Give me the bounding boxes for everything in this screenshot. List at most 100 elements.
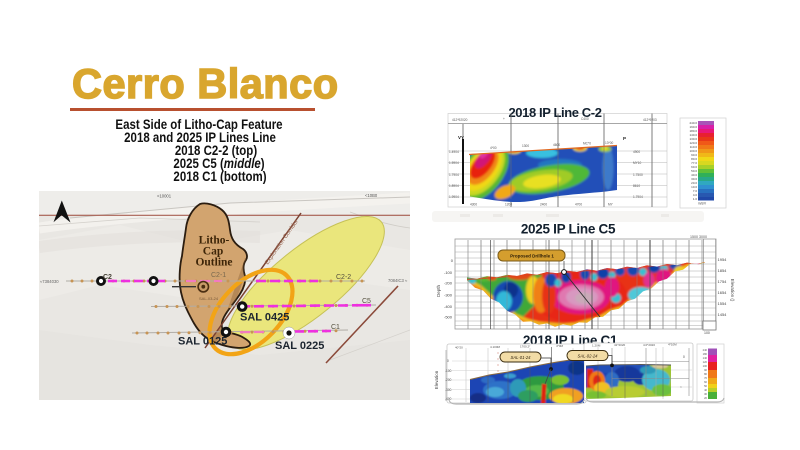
svg-text:100.0: 100.0	[689, 149, 697, 153]
svg-text:412*92020: 412*92020	[452, 118, 468, 122]
svg-text:77.0: 77.0	[691, 161, 697, 165]
svg-text:30.0: 30.0	[691, 177, 697, 181]
svg-text:-100: -100	[445, 369, 452, 373]
svg-text:C2: C2	[103, 274, 112, 281]
svg-text:80: 80	[704, 372, 707, 376]
svg-text:180: 180	[703, 352, 708, 356]
svg-text:Elevation: Elevation	[434, 370, 439, 389]
svg-text:MC*0: MC*0	[583, 142, 591, 146]
svg-text:P: P	[623, 136, 626, 141]
svg-text:412*9203: 412*9203	[643, 118, 657, 122]
svg-text:240: 240	[703, 348, 708, 352]
svg-text:40: 40	[704, 388, 707, 392]
svg-text:120.0: 120.0	[689, 141, 697, 145]
svg-text:240.0: 240.0	[689, 121, 697, 125]
svg-text:120: 120	[703, 360, 708, 364]
svg-text:C1: C1	[331, 324, 340, 331]
svg-text:C2-2: C2-2	[336, 274, 351, 281]
svg-text:1.0: 1.0	[693, 197, 698, 201]
svg-text:C5: C5	[362, 298, 371, 305]
svg-text:80.0: 80.0	[691, 157, 697, 161]
svg-text:110.0: 110.0	[690, 145, 698, 149]
svg-text:4900: 4900	[633, 150, 640, 154]
svg-text:2018 IP Line C-2: 2018 IP Line C-2	[508, 105, 601, 120]
svg-text:Litho-: Litho-	[199, 235, 230, 247]
svg-text:4*00: 4*00	[490, 146, 497, 150]
svg-text:Outline: Outline	[195, 257, 232, 269]
svg-text:1700.2*: 1700.2*	[520, 345, 531, 349]
svg-text:10.0: 10.0	[691, 185, 697, 189]
svg-text:60: 60	[704, 380, 707, 384]
svg-text:2025 IP Line C5: 2025 IP Line C5	[521, 222, 616, 237]
svg-text:-300: -300	[444, 293, 453, 298]
svg-text:140: 140	[703, 356, 708, 360]
svg-text:4.100M: 4.100M	[490, 345, 501, 349]
svg-text:1.4904: 1.4904	[449, 150, 459, 154]
svg-text:≈: ≈	[680, 385, 682, 389]
svg-text:-400: -400	[445, 397, 452, 401]
svg-text:20.0: 20.0	[691, 181, 697, 185]
svg-text:1454: 1454	[718, 312, 728, 317]
svg-text:+: +	[503, 117, 505, 121]
svg-text:m/s/V: m/s/V	[698, 202, 707, 206]
svg-text:7084IC3 ≈: 7084IC3 ≈	[388, 278, 408, 283]
svg-text:70: 70	[704, 376, 707, 380]
svg-text:MY10: MY10	[633, 161, 642, 165]
svg-text:190.0: 190.0	[689, 125, 697, 129]
svg-text:<10001: <10001	[157, 194, 172, 199]
svg-text:1300: 1300	[522, 144, 529, 148]
svg-text:-300: -300	[445, 388, 452, 392]
svg-text:4700: 4700	[575, 203, 582, 207]
svg-text:90.0: 90.0	[691, 153, 697, 157]
svg-text:-100: -100	[444, 270, 453, 275]
svg-text:100: 100	[703, 364, 708, 368]
svg-text:SAL 0125: SAL 0125	[178, 336, 227, 348]
svg-text:SAL 0425: SAL 0425	[240, 312, 289, 324]
svg-text:4.0: 4.0	[693, 193, 698, 197]
svg-text:1.5904: 1.5904	[449, 161, 459, 165]
svg-text:1.7500: 1.7500	[633, 173, 643, 177]
svg-text:SAL 0225: SAL 0225	[275, 340, 324, 352]
svg-text:VY: VY	[458, 135, 464, 140]
svg-text:100: 100	[704, 331, 710, 335]
svg-text:2400: 2400	[540, 203, 547, 207]
svg-text:50.0: 50.0	[691, 169, 697, 173]
svg-text:1.9904: 1.9904	[449, 195, 459, 199]
svg-text:1200: 1200	[505, 203, 512, 207]
svg-text:C2-1: C2-1	[211, 272, 226, 279]
svg-text:8610: 8610	[633, 184, 640, 188]
svg-text:1754: 1754	[718, 279, 728, 284]
svg-text:Cap: Cap	[203, 246, 223, 258]
svg-text:1.7904: 1.7904	[633, 195, 643, 199]
svg-text:4*0M: 4*0M	[556, 344, 564, 348]
svg-text:7.0: 7.0	[693, 189, 698, 193]
svg-text:41*2020: 41*2020	[614, 343, 626, 347]
svg-text:-500: -500	[444, 315, 453, 320]
svg-text:1654: 1654	[718, 290, 728, 295]
svg-text:4300: 4300	[470, 203, 477, 207]
svg-text:1500 3000: 1500 3000	[690, 235, 707, 239]
svg-text:-400: -400	[444, 304, 453, 309]
svg-text:MY: MY	[608, 203, 614, 207]
svg-text:4*10M: 4*10M	[668, 343, 677, 347]
svg-text:13*00: 13*00	[605, 141, 614, 145]
svg-text:Depth: Depth	[436, 285, 441, 298]
svg-text:4600: 4600	[553, 143, 560, 147]
svg-text:Elevation (): Elevation ()	[730, 279, 735, 302]
svg-text:SAL-02-24: SAL-02-24	[577, 354, 598, 359]
svg-text:<10B0: <10B0	[365, 193, 378, 198]
svg-text:1.20M: 1.20M	[592, 344, 601, 348]
svg-text:1.8904: 1.8904	[449, 184, 459, 188]
svg-text:180.0: 180.0	[689, 129, 697, 133]
svg-text:20: 20	[704, 396, 707, 400]
svg-text:1554: 1554	[718, 301, 728, 306]
svg-text:1854: 1854	[718, 268, 728, 273]
svg-text:-200: -200	[444, 281, 453, 286]
svg-text:1954: 1954	[718, 257, 728, 262]
svg-text:60.0: 60.0	[691, 165, 697, 169]
svg-text:-200: -200	[445, 378, 452, 382]
svg-text:30: 30	[704, 392, 707, 396]
svg-text:140.0: 140.0	[689, 133, 697, 137]
svg-text:0: 0	[451, 258, 454, 263]
svg-text:1.7904: 1.7904	[449, 173, 459, 177]
